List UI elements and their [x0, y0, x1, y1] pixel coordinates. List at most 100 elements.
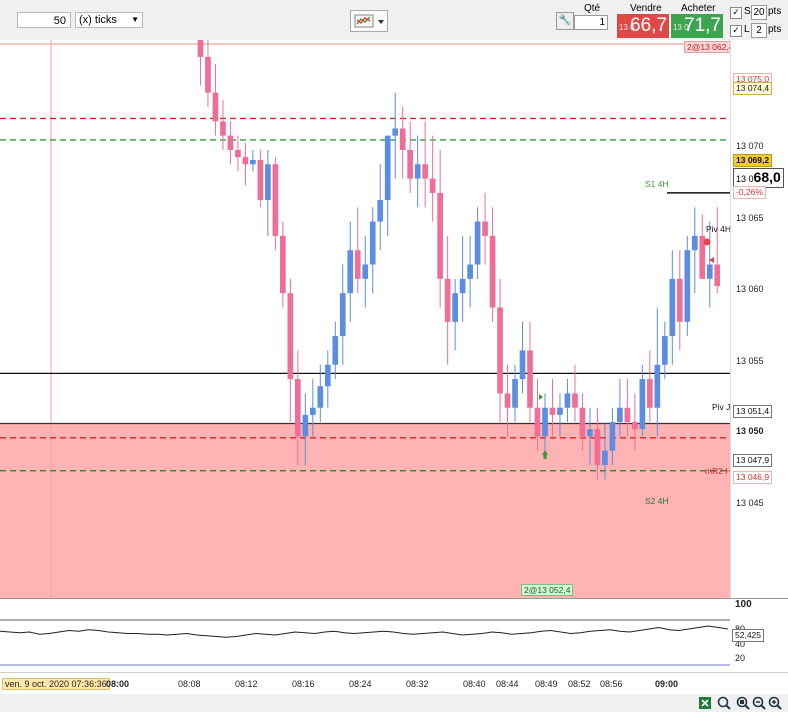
candle-body: [302, 414, 309, 437]
wrench-icon[interactable]: 🔧: [556, 12, 574, 30]
candle-body: [392, 128, 399, 136]
candle-body: [347, 250, 354, 294]
time-label: 08:49: [535, 679, 558, 689]
stop-pts-input[interactable]: 20: [751, 5, 767, 20]
current-price: 68,0: [753, 169, 781, 185]
price-change-pct: -0,26%: [733, 186, 766, 199]
limit-checkbox[interactable]: ✓: [730, 25, 742, 37]
stop-checkbox[interactable]: ✓: [730, 7, 742, 19]
candle-body: [512, 379, 518, 408]
exit-flag-marker: [709, 257, 714, 263]
candle-body: [542, 407, 548, 437]
candle-body: [579, 407, 586, 437]
candle-body: [594, 429, 601, 465]
candle-body: [654, 364, 661, 408]
candle-body: [429, 178, 436, 193]
position-tag-top[interactable]: 2@13 062,4: [684, 41, 730, 53]
candle-body: [220, 121, 226, 136]
zoom-minus-icon[interactable]: [751, 695, 767, 711]
candle-body: [452, 293, 458, 322]
chevron-down-icon: ▼: [131, 15, 139, 24]
osc-tick: 100: [735, 599, 752, 610]
candle-body: [235, 149, 241, 158]
candle-body: [699, 235, 706, 279]
order-panel: 🔧 Qté 1 Vendre Acheter 13 0 66,7 13 0 71…: [552, 2, 788, 38]
candle-body: [265, 164, 271, 201]
current-price-prefix: 13 0: [736, 174, 754, 184]
candle-body: [339, 293, 346, 337]
buy-arrow-marker: [542, 450, 548, 455]
sell-button[interactable]: 13 0 66,7: [617, 14, 669, 38]
candle-body: [399, 128, 406, 150]
piv-j-label: Piv J: [712, 402, 730, 412]
candle-body: [624, 407, 631, 423]
candle-body: [497, 307, 503, 394]
candle-body: [317, 386, 324, 408]
candle-body: [459, 278, 466, 294]
qty-input[interactable]: 1: [574, 15, 608, 30]
candle-body: [250, 159, 256, 165]
candle-body: [467, 264, 473, 279]
candle-body: [444, 278, 451, 322]
candle-body: [504, 393, 511, 408]
oscillator-panel[interactable]: [0, 598, 730, 673]
candle-body: [661, 336, 668, 365]
price-tag-130469: 13 046,9: [733, 471, 773, 484]
candle-body: [482, 221, 488, 236]
price-tick: 13 045: [736, 498, 764, 508]
candle-body: [706, 264, 713, 279]
limit-pts-label: pts: [768, 24, 782, 35]
candle-body: [639, 379, 646, 430]
zoom-out-icon[interactable]: [716, 695, 732, 711]
price-tag-130479: 13 047,9: [733, 454, 773, 467]
limit-label: L: [744, 24, 750, 35]
oscillator-axis: 100 80 40 20 52,425: [730, 598, 788, 673]
chart-toolbar: 50 (x) ticks ▼ 🔧 Qté 1 Vendre Acheter 13 …: [0, 0, 788, 41]
price-chart[interactable]: S1 4H Piv 4H Piv J mR2 H S2 4H 2@13 062,…: [0, 40, 730, 598]
stop-pts-label: pts: [768, 6, 782, 17]
candle-body: [534, 407, 541, 437]
unit-select[interactable]: (x) ticks ▼: [75, 12, 143, 28]
quantity-input[interactable]: 50: [17, 12, 71, 28]
candle-body: [691, 235, 698, 251]
zoom-fit-icon[interactable]: [735, 695, 751, 711]
price-tag-130692: 13 069,2: [733, 154, 773, 167]
sell-price: 66,7: [630, 15, 667, 36]
candle-body: [242, 157, 249, 165]
candlestick-plot[interactable]: [0, 40, 730, 598]
zoom-plus-icon[interactable]: [767, 695, 783, 711]
qty-label: Qté: [584, 3, 601, 14]
candle-body: [280, 235, 286, 294]
piv-4h-label: Piv 4H: [706, 224, 730, 234]
oscillator-line: [0, 625, 729, 638]
limit-pts-input[interactable]: 2: [751, 23, 767, 38]
time-label: 08:08: [178, 679, 201, 689]
unit-select-label: (x) ticks: [79, 14, 117, 26]
current-price-tag: 13 068,0: [733, 168, 784, 188]
time-label: 08:12: [235, 679, 258, 689]
bottom-toolbar: [0, 694, 788, 712]
candle-body: [519, 350, 526, 380]
time-label: 08:32: [406, 679, 429, 689]
position-tag-bottom[interactable]: 2@13 052,4: [521, 584, 574, 596]
resistance-zone: [0, 423, 730, 598]
candle-body: [212, 92, 219, 122]
sell-label: Vendre: [630, 3, 662, 14]
buy-button[interactable]: 13 0 71,7: [671, 14, 723, 38]
candle-body: [632, 422, 638, 430]
buy-price-prefix: 13 0: [673, 23, 689, 32]
chart-type-button[interactable]: [350, 10, 388, 32]
candle-body: [609, 422, 616, 451]
candle-body: [527, 350, 533, 408]
stop-label: S: [744, 6, 751, 17]
stop-marker: [703, 238, 711, 246]
cursor-date-label: ven. 9 oct. 2020 07:36:36: [2, 678, 110, 690]
candle-body: [287, 293, 294, 380]
price-tick: 13 055: [736, 356, 764, 366]
candle-body: [676, 278, 683, 322]
price-tick: 13 060: [736, 284, 764, 294]
candle-body: [272, 164, 279, 236]
candle-body: [489, 235, 496, 308]
candle-body: [422, 164, 429, 179]
excel-export-icon[interactable]: [697, 695, 713, 711]
